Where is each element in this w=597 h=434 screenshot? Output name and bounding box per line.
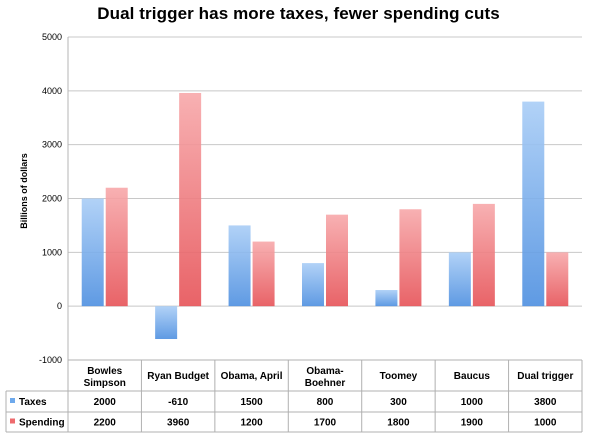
y-tick-label: 4000 bbox=[42, 86, 62, 96]
category-label: Bowles Simpson bbox=[84, 366, 126, 389]
legend-label-spending: Spending bbox=[19, 418, 65, 429]
y-tick-label: 0 bbox=[57, 301, 62, 311]
data-label-spending: 1700 bbox=[314, 418, 337, 429]
y-tick-label: 2000 bbox=[42, 194, 62, 204]
bar-taxes bbox=[155, 306, 178, 340]
data-label-taxes: 3800 bbox=[534, 397, 557, 408]
y-tick-label: 5000 bbox=[42, 32, 62, 42]
data-label-spending: 2200 bbox=[94, 418, 117, 429]
bar-spending bbox=[546, 252, 569, 307]
y-tick-label: 1000 bbox=[42, 247, 62, 257]
data-label-spending: 1000 bbox=[534, 418, 557, 429]
bar-taxes bbox=[375, 290, 398, 307]
data-table: Bowles Simpson Ryan Budget Obama, April Obam… bbox=[5, 359, 583, 433]
grid-layer bbox=[68, 36, 582, 361]
data-label-taxes: 2000 bbox=[94, 397, 117, 408]
bar-spending bbox=[326, 214, 348, 307]
y-tick-label: 3000 bbox=[42, 140, 62, 150]
data-label-taxes: 300 bbox=[390, 397, 407, 408]
category-label: Dual trigger bbox=[517, 371, 573, 382]
data-label-spending: 1800 bbox=[387, 418, 410, 429]
bar-spending bbox=[472, 203, 495, 307]
bar-spending bbox=[105, 187, 128, 307]
data-label-spending: 1900 bbox=[461, 418, 484, 429]
data-label-taxes: 800 bbox=[317, 397, 334, 408]
bar-taxes bbox=[522, 101, 545, 307]
category-label: Toomey bbox=[380, 371, 418, 382]
data-label-taxes: 1000 bbox=[461, 397, 484, 408]
y-tick-label: -1000 bbox=[39, 355, 62, 365]
data-label-taxes: 1500 bbox=[240, 397, 263, 408]
axis-layer: -1000 0 1000 2000 3000 4000 5000 bbox=[39, 32, 69, 365]
y-axis-label: Billions of dollars bbox=[19, 153, 29, 229]
bar-spending bbox=[252, 241, 275, 307]
legend-label-taxes: Taxes bbox=[19, 397, 47, 408]
bar-taxes bbox=[302, 263, 324, 307]
bar-taxes bbox=[81, 198, 104, 307]
category-label: Ryan Budget bbox=[147, 371, 209, 382]
bar-spending bbox=[179, 92, 202, 307]
bar-taxes bbox=[228, 225, 251, 307]
bar-taxes bbox=[448, 252, 471, 307]
data-label-taxes: -610 bbox=[168, 397, 188, 408]
legend-swatch-spending bbox=[10, 418, 15, 424]
category-label: Baucus bbox=[454, 371, 491, 382]
legend-swatch-taxes bbox=[10, 398, 15, 403]
bar-spending bbox=[399, 209, 422, 307]
bar-layer bbox=[81, 92, 569, 340]
category-label: Obama-Boehner bbox=[305, 366, 346, 389]
chart-title: Dual trigger has more taxes, fewer spend… bbox=[97, 4, 500, 23]
data-label-spending: 1200 bbox=[240, 418, 263, 429]
category-label: Obama, April bbox=[221, 371, 283, 382]
data-label-spending: 3960 bbox=[167, 418, 190, 429]
